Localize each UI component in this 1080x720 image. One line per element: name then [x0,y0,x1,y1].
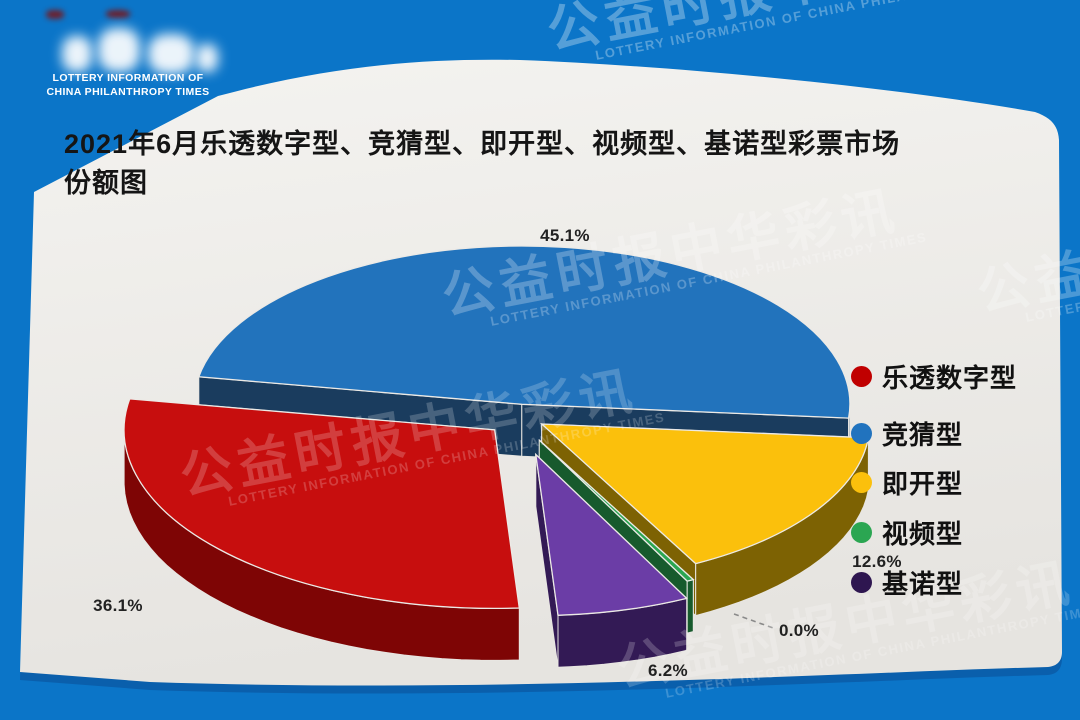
logo-red-mark [46,10,64,19]
logo-text-line1: LOTTERY INFORMATION OF [52,72,204,84]
logo-glyph [196,44,218,72]
logo-glyph [148,34,194,74]
pie-slice-乐透数字型 [123,398,521,610]
pie-slice-rim [686,578,694,634]
publisher-logo: LOTTERY INFORMATION OF CHINA PHILANTHROP… [28,10,228,105]
leader-line-0-percent [733,613,777,630]
pie-slice-竞猜型 [197,245,851,419]
pie-slice-基诺型 [534,452,689,616]
logo-glyph [62,36,92,72]
chart-title: 2021年6月乐透数字型、竞猜型、即开型、视频型、基诺型彩票市场份额图 [64,129,901,198]
logo-red-mark [106,10,130,18]
logo-glyph [98,28,140,72]
pie-slice-视频型 [538,439,695,582]
logo-text-line2: CHINA PHILANTHROPY TIMES [46,86,210,98]
pie-slice-即开型 [539,423,870,565]
